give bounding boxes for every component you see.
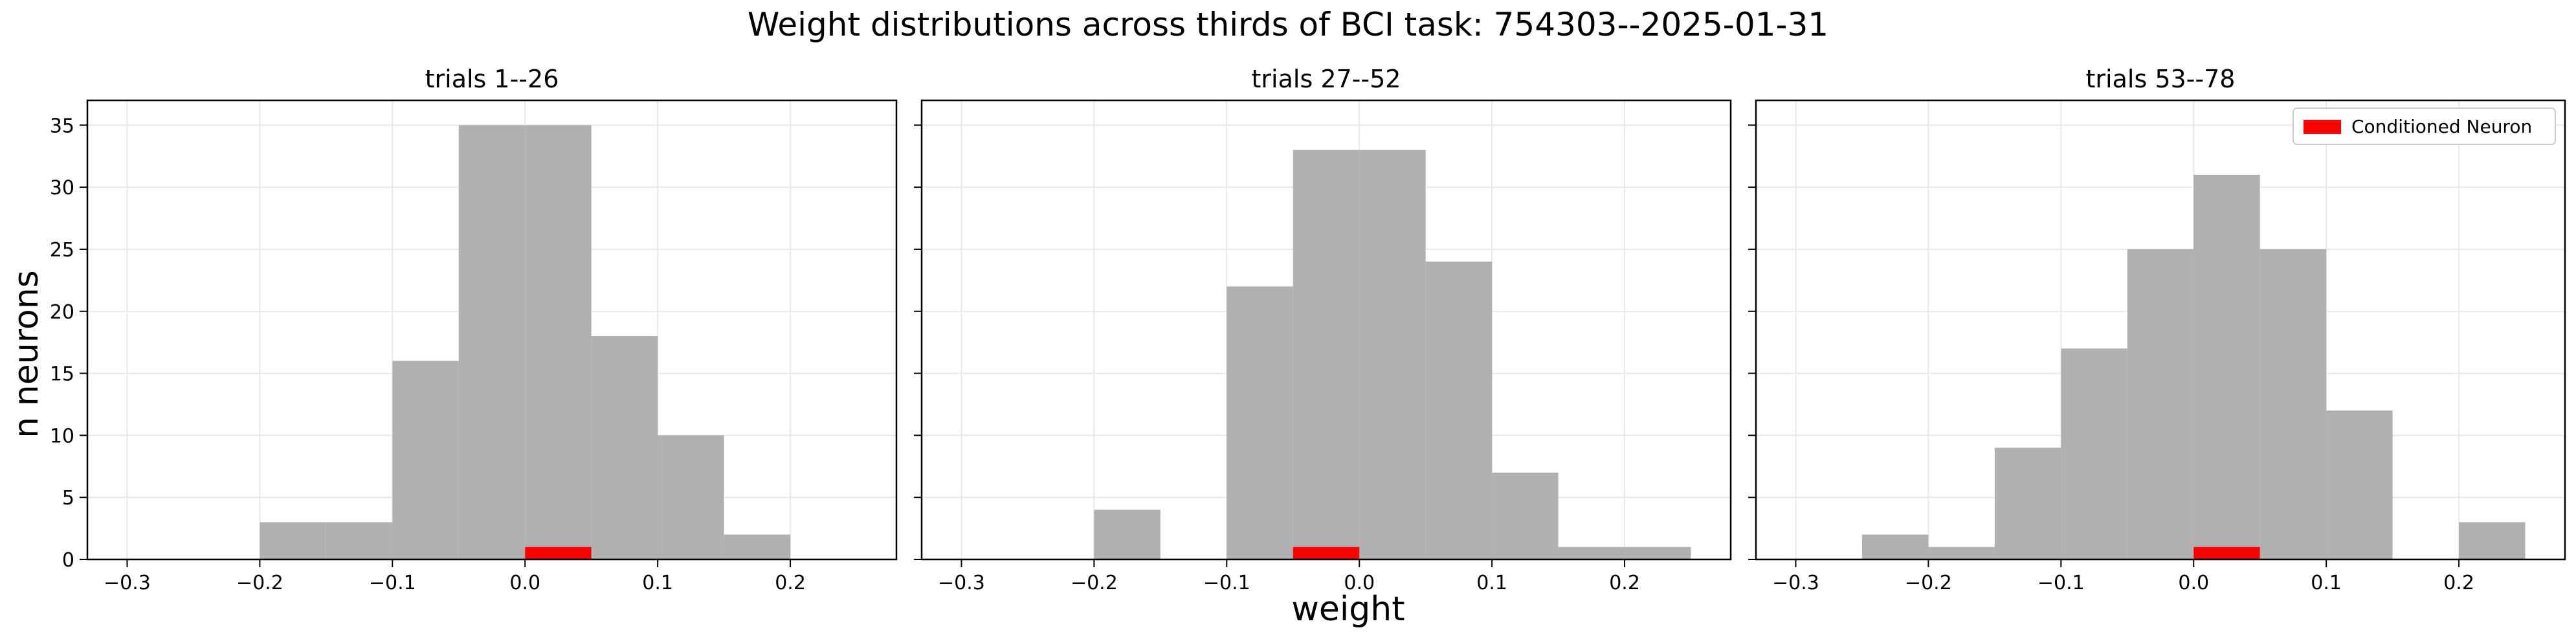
axes-frame <box>1755 99 2566 561</box>
histogram-bar <box>1094 510 1160 559</box>
subplot-panels: −0.3 −0.2 −0.1 0.0 0.1 0.2 0 5 10 15 20 25 30 35 trial… <box>50 65 2566 594</box>
histogram-bar <box>1625 546 1691 559</box>
histogram-bar <box>260 522 326 559</box>
y-tick-label: 30 <box>50 177 74 199</box>
histogram-bar <box>658 435 724 559</box>
histogram-bar <box>458 125 526 559</box>
conditioned-neuron-bar <box>525 546 592 559</box>
histogram-bar <box>2193 174 2260 559</box>
y-tick-label: 10 <box>50 425 74 447</box>
histogram-bar <box>1293 150 1360 559</box>
histogram-bar <box>1425 262 1493 559</box>
histogram-bar <box>1359 150 1426 559</box>
x-tick-label: 0.0 <box>509 572 540 594</box>
histogram-bar <box>1227 286 1293 559</box>
histogram-bar <box>525 125 592 559</box>
x-tick-label: −0.2 <box>1905 572 1952 594</box>
y-tick-label: 15 <box>50 363 74 386</box>
subplot-2: −0.3 −0.2 −0.1 0.0 0.1 0.2 trials 27--52 <box>914 65 1732 594</box>
subplot-3: −0.3 −0.2 −0.1 0.0 0.1 0.2 trials 53--78 <box>1748 65 2566 594</box>
histogram-bar <box>1492 472 1559 559</box>
x-tick-label: −0.3 <box>938 572 985 594</box>
histogram-bar <box>1558 546 1625 559</box>
subplot-1: −0.3 −0.2 −0.1 0.0 0.1 0.2 0 5 10 15 20 25 30 35 trial… <box>50 65 898 594</box>
x-tick-label: −0.1 <box>1203 572 1250 594</box>
subplot-title: trials 53--78 <box>2086 65 2236 93</box>
legend: Conditioned Neuron <box>2293 107 2556 145</box>
legend-swatch <box>2304 120 2341 134</box>
y-axis-label: n neurons <box>7 270 46 438</box>
x-tick-label: 0.0 <box>1344 572 1375 594</box>
histogram-bar <box>2260 249 2327 559</box>
y-tick-label: 20 <box>50 301 74 324</box>
axes-frame <box>86 99 898 561</box>
conditioned-neuron-bar <box>2193 546 2260 559</box>
histogram-bar <box>2459 522 2526 559</box>
histogram-bar <box>2127 249 2194 559</box>
histogram-bar <box>392 361 459 559</box>
histogram-bar <box>724 534 791 559</box>
x-tick-label: 0.1 <box>2311 572 2342 594</box>
y-tick-label: 5 <box>62 487 74 510</box>
x-tick-label: 0.0 <box>2178 572 2209 594</box>
y-tick-label: 25 <box>50 239 74 262</box>
x-tick-label: 0.1 <box>1476 572 1507 594</box>
subplot-title: trials 1--26 <box>425 65 559 93</box>
histogram-bar <box>1994 447 2061 559</box>
y-tick-label: 0 <box>62 549 74 572</box>
x-tick-label: −0.3 <box>1772 572 1819 594</box>
x-tick-label: 0.1 <box>642 572 673 594</box>
x-tick-label: −0.1 <box>2037 572 2085 594</box>
axes-frame <box>920 99 1732 561</box>
histogram-bar <box>2326 410 2393 559</box>
x-tick-label: 0.2 <box>1609 572 1640 594</box>
histogram-bar <box>326 522 393 559</box>
legend-label: Conditioned Neuron <box>2351 116 2532 137</box>
legend-box <box>2293 107 2556 145</box>
x-tick-label: −0.2 <box>236 572 283 594</box>
x-tick-label: 0.2 <box>2443 572 2474 594</box>
histogram-bar <box>2061 348 2127 559</box>
histogram-bar <box>591 336 658 559</box>
y-tick-label: 35 <box>50 115 74 137</box>
histogram-bar <box>1861 534 1929 559</box>
subplot-title: trials 27--52 <box>1252 65 1401 93</box>
x-tick-label: −0.1 <box>369 572 416 594</box>
conditioned-neuron-bar <box>1293 546 1360 559</box>
x-tick-label: −0.3 <box>104 572 151 594</box>
x-tick-label: −0.2 <box>1071 572 1118 594</box>
figure-title: Weight distributions across thirds of BC… <box>748 6 1828 43</box>
x-axis-label: weight <box>1291 590 1405 629</box>
histogram-bar <box>1928 546 1995 559</box>
x-tick-label: 0.2 <box>775 572 806 594</box>
